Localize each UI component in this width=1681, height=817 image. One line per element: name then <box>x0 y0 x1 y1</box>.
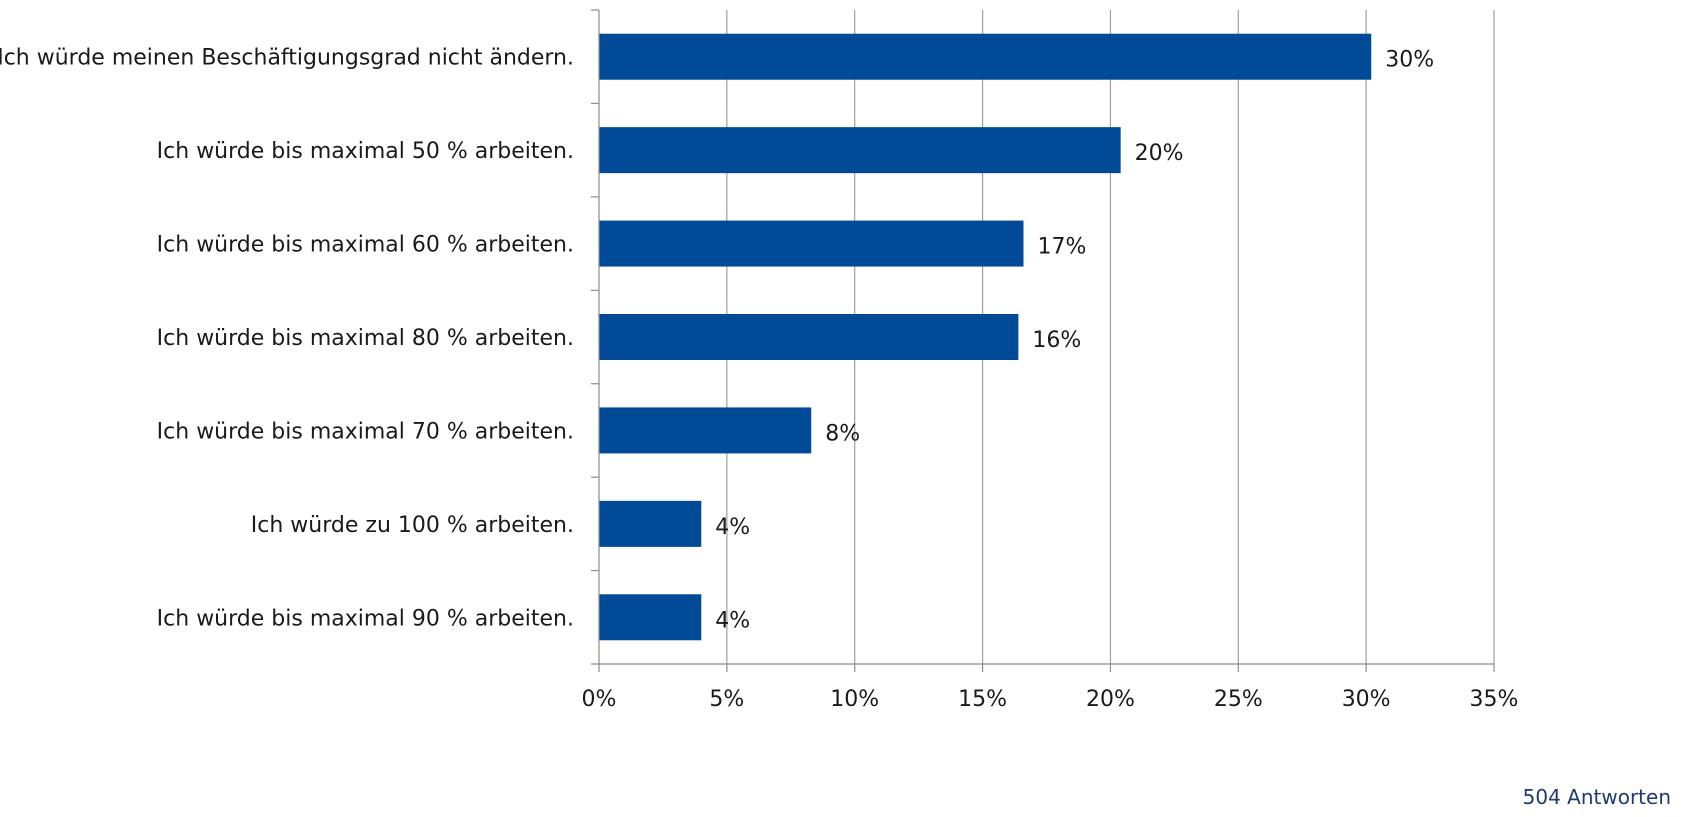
x-tick-label: 30% <box>1342 687 1391 712</box>
bar <box>599 314 1019 360</box>
value-label: 4% <box>715 515 750 540</box>
x-tick-label: 5% <box>709 687 744 712</box>
x-tick-label: 0% <box>582 687 617 712</box>
x-tick-label: 15% <box>958 687 1007 712</box>
bar <box>599 500 702 547</box>
bar <box>599 594 702 641</box>
x-tick-label: 10% <box>830 687 879 712</box>
value-label: 8% <box>825 421 860 446</box>
value-label: 4% <box>715 608 750 633</box>
value-label: 20% <box>1135 141 1184 166</box>
x-tick-label: 35% <box>1470 687 1519 712</box>
value-label: 30% <box>1385 48 1434 73</box>
bar <box>599 33 1372 80</box>
category-label: Ich würde bis maximal 80 % arbeiten. <box>157 326 574 351</box>
axes <box>591 9 1495 672</box>
category-label: Ich würde zu 100 % arbeiten. <box>251 513 574 538</box>
category-label: Ich würde bis maximal 50 % arbeiten. <box>157 139 574 164</box>
labels: 0% 5% 10% 15% 20% 25% 30% 35% Ich würde meinen B… <box>0 46 1518 712</box>
bar <box>599 220 1024 267</box>
bar <box>599 127 1121 174</box>
value-label: 17% <box>1037 235 1086 260</box>
response-count: 504 Antworten <box>1522 785 1671 809</box>
bars <box>599 33 1372 641</box>
x-tick-label: 20% <box>1086 687 1135 712</box>
bar <box>599 407 812 454</box>
category-label: Ich würde bis maximal 60 % arbeiten. <box>157 233 574 258</box>
category-label: Ich würde bis maximal 90 % arbeiten. <box>157 606 574 631</box>
category-label: Ich würde meinen Beschäftigungsgrad nich… <box>0 46 574 71</box>
value-label: 16% <box>1032 328 1081 353</box>
category-label: Ich würde bis maximal 70 % arbeiten. <box>157 419 574 444</box>
x-tick-label: 25% <box>1214 687 1263 712</box>
